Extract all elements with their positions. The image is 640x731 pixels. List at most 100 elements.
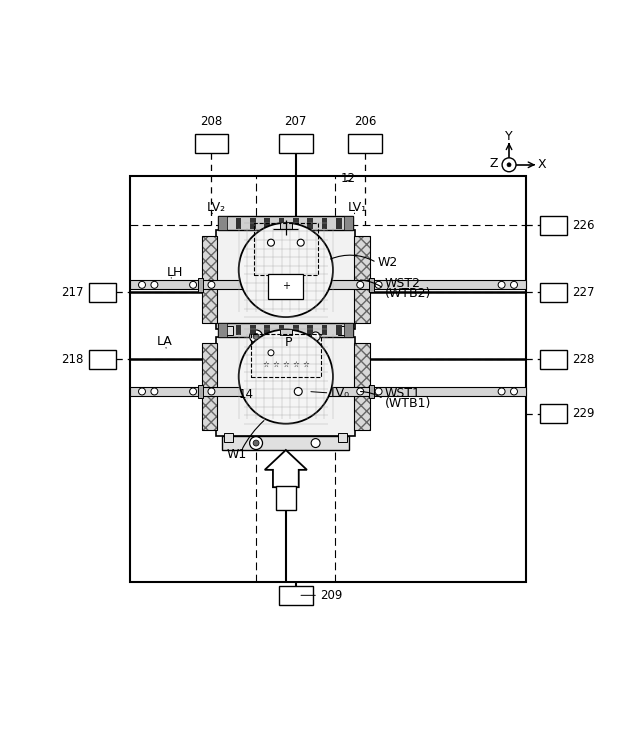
Bar xyxy=(198,385,203,398)
Bar xyxy=(269,274,303,299)
Text: ☆: ☆ xyxy=(262,361,269,370)
Circle shape xyxy=(511,388,518,395)
Bar xyxy=(218,323,227,337)
Bar xyxy=(250,325,256,336)
Bar xyxy=(251,335,321,376)
Text: LV₁: LV₁ xyxy=(348,202,367,214)
Text: LV₂: LV₂ xyxy=(207,202,226,214)
Bar xyxy=(89,350,116,368)
Bar xyxy=(264,218,270,229)
Bar xyxy=(369,385,374,398)
Text: 226: 226 xyxy=(572,219,595,232)
Bar xyxy=(280,222,292,229)
Circle shape xyxy=(138,388,145,395)
Text: W2: W2 xyxy=(378,256,398,269)
Text: 218: 218 xyxy=(61,353,84,366)
Bar xyxy=(218,323,353,337)
Circle shape xyxy=(189,281,196,288)
Bar xyxy=(278,218,284,229)
Bar xyxy=(336,218,342,229)
Bar xyxy=(218,216,353,230)
Text: LV₀: LV₀ xyxy=(330,387,349,401)
Text: ☆: ☆ xyxy=(282,361,289,370)
Bar xyxy=(216,230,355,330)
Circle shape xyxy=(253,333,259,339)
Bar xyxy=(336,325,342,336)
Bar xyxy=(322,218,328,229)
Text: 208: 208 xyxy=(200,115,223,128)
Bar xyxy=(202,343,218,430)
Bar xyxy=(129,281,526,289)
Text: 227: 227 xyxy=(572,286,595,299)
Bar xyxy=(222,330,349,344)
Bar xyxy=(307,218,313,229)
Circle shape xyxy=(502,158,516,172)
Bar xyxy=(344,216,353,230)
Circle shape xyxy=(239,223,333,317)
Bar xyxy=(355,236,370,323)
Bar xyxy=(253,223,318,275)
Text: 206: 206 xyxy=(354,115,376,128)
Text: (WTB2): (WTB2) xyxy=(385,287,431,300)
Circle shape xyxy=(356,281,364,288)
Bar xyxy=(293,325,299,336)
Circle shape xyxy=(375,388,382,395)
Circle shape xyxy=(250,436,262,450)
Text: 207: 207 xyxy=(285,115,307,128)
Circle shape xyxy=(138,281,145,288)
Bar xyxy=(540,350,567,368)
Circle shape xyxy=(151,388,158,395)
Bar xyxy=(216,337,355,436)
Bar xyxy=(307,325,313,336)
Bar xyxy=(540,404,567,423)
Circle shape xyxy=(507,163,511,167)
Circle shape xyxy=(151,281,158,288)
Circle shape xyxy=(311,439,320,447)
Bar xyxy=(279,586,312,605)
Bar xyxy=(195,134,228,153)
Text: 217: 217 xyxy=(61,286,84,299)
Bar xyxy=(540,216,567,235)
Text: ☆: ☆ xyxy=(302,361,309,370)
Bar xyxy=(264,325,270,336)
Bar xyxy=(276,485,296,510)
Bar xyxy=(236,218,241,229)
Circle shape xyxy=(375,281,382,288)
Circle shape xyxy=(208,281,215,288)
Bar xyxy=(221,325,227,336)
Bar xyxy=(129,175,526,583)
Circle shape xyxy=(268,239,275,246)
Circle shape xyxy=(498,388,505,395)
Text: ☆: ☆ xyxy=(273,361,279,370)
Text: Z: Z xyxy=(490,157,498,170)
Text: X: X xyxy=(538,159,546,171)
Text: 12: 12 xyxy=(340,172,355,185)
Circle shape xyxy=(208,388,215,395)
Circle shape xyxy=(253,440,259,446)
Bar xyxy=(129,387,526,396)
Bar xyxy=(202,343,218,430)
Circle shape xyxy=(511,281,518,288)
Text: 229: 229 xyxy=(572,407,595,420)
Text: LH: LH xyxy=(167,266,183,279)
Bar xyxy=(250,218,256,229)
Bar xyxy=(225,433,233,442)
Bar xyxy=(280,329,292,336)
Text: Y: Y xyxy=(505,129,513,143)
Circle shape xyxy=(498,281,505,288)
Bar xyxy=(198,278,203,292)
Bar xyxy=(339,326,348,335)
Circle shape xyxy=(189,388,196,395)
Bar xyxy=(278,325,284,336)
Circle shape xyxy=(356,388,364,395)
Bar xyxy=(225,326,233,335)
Bar xyxy=(540,283,567,302)
Text: 209: 209 xyxy=(321,589,343,602)
Text: ☆: ☆ xyxy=(292,361,299,370)
Bar xyxy=(222,436,349,450)
Text: WST2: WST2 xyxy=(385,277,421,290)
Text: WST1: WST1 xyxy=(385,387,421,401)
Bar xyxy=(202,236,218,323)
Circle shape xyxy=(294,387,302,395)
Circle shape xyxy=(268,350,274,356)
